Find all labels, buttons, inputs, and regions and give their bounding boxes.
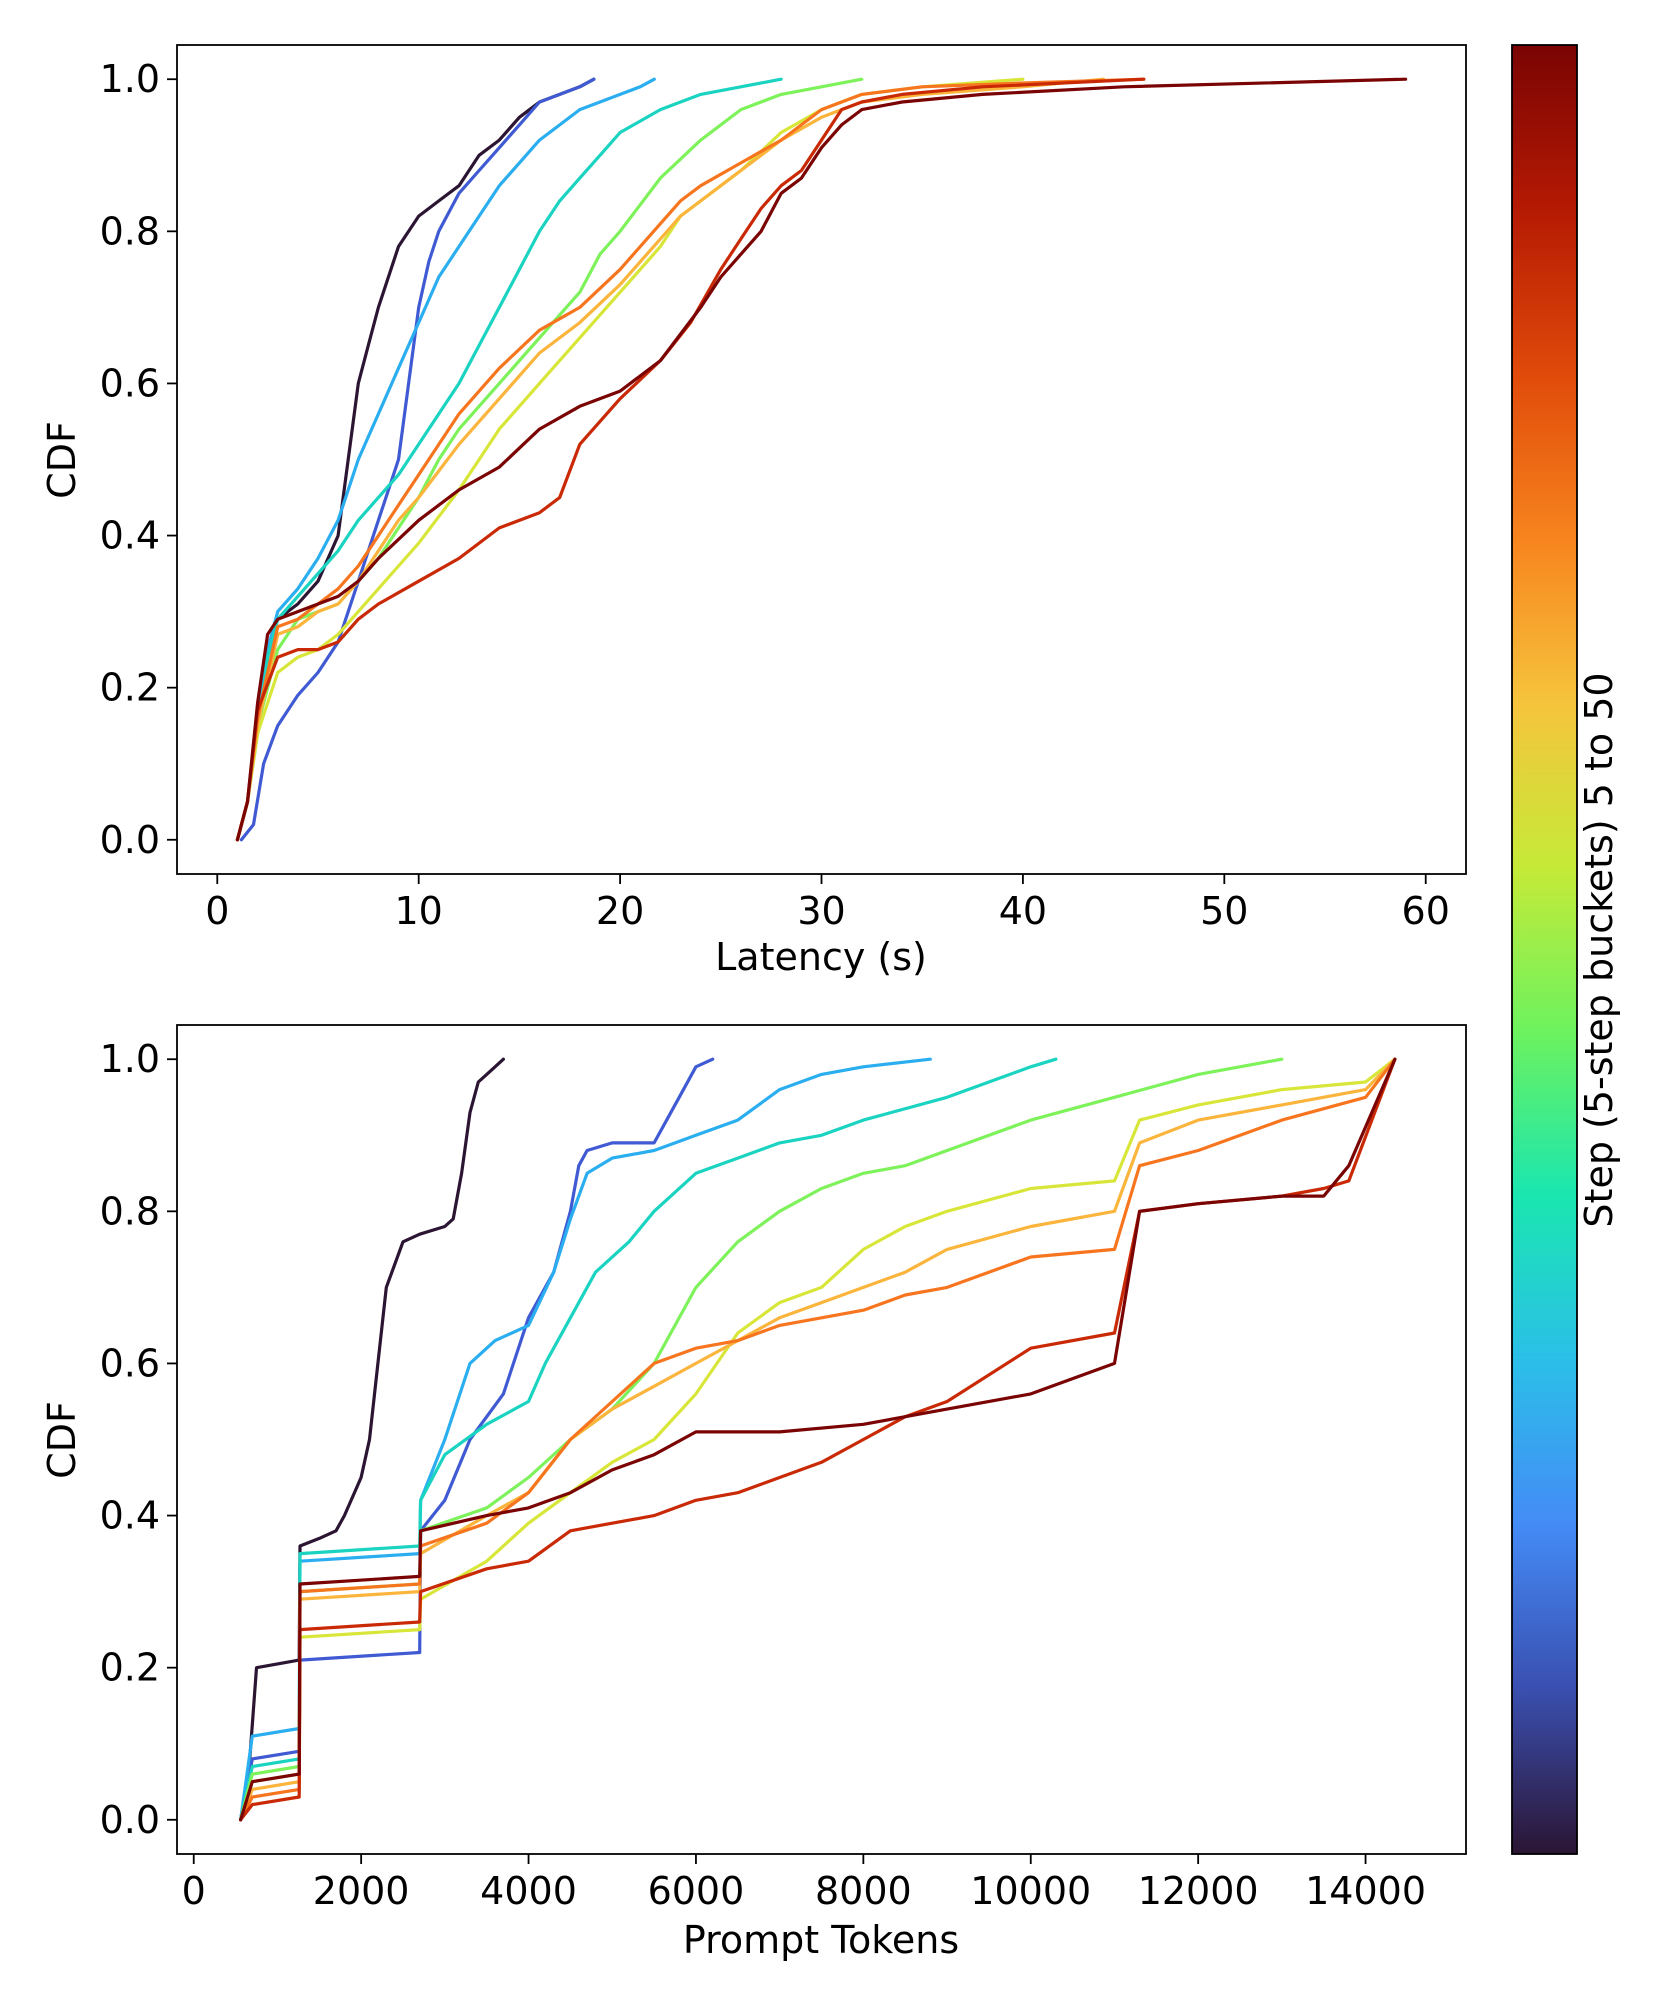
- prompt-tokens-x-tick-label: 0: [182, 1869, 206, 1913]
- latency-series-step-40: [235, 77, 1146, 842]
- prompt-tokens-x-tick-label: 10000: [970, 1869, 1091, 1913]
- prompt-tokens-y-tick-label: 0.8: [100, 1189, 160, 1233]
- prompt-tokens-x-ticks: 0 2000 4000 6000 8000 10000 12000 14000: [182, 1854, 1426, 1913]
- prompt-tokens-y-tick-label: 1.0: [100, 1037, 160, 1081]
- latency-x-tick-label: 30: [797, 889, 845, 933]
- latency-y-ticks: 0.0 0.2 0.4 0.6 0.8 1.0: [100, 57, 177, 862]
- prompt-tokens-y-tick-label: 0.0: [100, 1798, 160, 1842]
- colorbar: Step (5-step buckets) 5 to 50: [1511, 44, 1621, 1855]
- prompt-tokens-series-step-40: [239, 1057, 1397, 1822]
- latency-x-tick-label: 50: [1200, 889, 1248, 933]
- prompt-tokens-x-axis-label: Prompt Tokens: [683, 1918, 959, 1962]
- prompt-tokens-x-tick-label: 2000: [313, 1869, 410, 1913]
- prompt-tokens-x-tick-label: 6000: [648, 1869, 745, 1913]
- prompt-tokens-series-step-15: [239, 1057, 932, 1822]
- prompt-tokens-series-step-20: [239, 1057, 1058, 1822]
- prompt-tokens-x-tick-label: 8000: [815, 1869, 912, 1913]
- latency-y-axis-label: CDF: [40, 421, 84, 499]
- prompt-tokens-y-tick-label: 0.6: [100, 1341, 160, 1385]
- prompt-tokens-series-step-50: [239, 1057, 1397, 1822]
- latency-y-tick-label: 0.4: [100, 514, 160, 558]
- latency-series-step-30: [235, 77, 1025, 842]
- latency-x-tick-label: 40: [999, 889, 1047, 933]
- latency-y-tick-label: 0.6: [100, 361, 160, 405]
- latency-x-tick-label: 10: [395, 889, 443, 933]
- prompt-tokens-x-tick-label: 4000: [480, 1869, 577, 1913]
- latency-x-tick-label: 0: [205, 889, 229, 933]
- prompt-tokens-y-ticks: 0.0 0.2 0.4 0.6 0.8 1.0: [100, 1037, 177, 1842]
- colorbar-gradient: [1511, 44, 1578, 1855]
- latency-x-tick-label: 20: [596, 889, 644, 933]
- prompt-tokens-series-step-30: [239, 1057, 1397, 1822]
- latency-series-step-25: [235, 77, 864, 842]
- prompt-tokens-plot-area: [176, 1024, 1467, 1855]
- prompt-tokens-cdf-chart: 0 2000 4000 6000 8000 10000 12000 14000 0.00.20…: [40, 1024, 1467, 1962]
- latency-series-step-20: [235, 77, 783, 842]
- latency-y-tick-label: 0.0: [100, 818, 160, 862]
- latency-series-step-15: [235, 77, 656, 842]
- prompt-tokens-y-axis-label: CDF: [40, 1401, 84, 1479]
- latency-y-tick-label: 1.0: [100, 57, 160, 101]
- latency-series-step-50: [235, 77, 1408, 842]
- latency-x-tick-label: 60: [1402, 889, 1450, 933]
- latency-series-group: [235, 77, 1408, 842]
- prompt-tokens-series-group: [239, 1057, 1397, 1822]
- latency-cdf-chart: 0 10 20 30 40 50 60 0.0 0.2 0.4 0.6 0.8 1.0 Latency…: [40, 44, 1467, 979]
- latency-x-ticks: 0 10 20 30 40 50 60: [205, 874, 1450, 933]
- prompt-tokens-x-tick-label: 12000: [1138, 1869, 1259, 1913]
- latency-y-tick-label: 0.8: [100, 209, 160, 253]
- prompt-tokens-x-tick-label: 14000: [1305, 1869, 1426, 1913]
- latency-y-tick-label: 0.2: [100, 666, 160, 710]
- colorbar-label: Step (5-step buckets) 5 to 50: [1577, 672, 1621, 1227]
- latency-series-step-45: [235, 77, 1146, 842]
- latency-series-step-10: [239, 77, 596, 842]
- prompt-tokens-y-tick-label: 0.2: [100, 1646, 160, 1690]
- latency-plot-area: [176, 44, 1467, 875]
- latency-x-axis-label: Latency (s): [715, 935, 927, 979]
- prompt-tokens-y-tick-label: 0.4: [100, 1494, 160, 1538]
- latency-series-step-35: [235, 77, 1106, 842]
